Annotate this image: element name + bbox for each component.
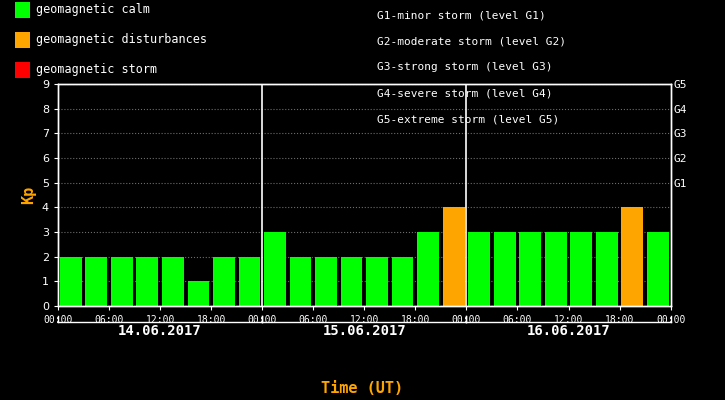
- Text: G4-severe storm (level G4): G4-severe storm (level G4): [377, 88, 552, 98]
- Bar: [596, 232, 618, 306]
- Bar: [162, 257, 183, 306]
- Y-axis label: Kp: Kp: [21, 186, 36, 204]
- Text: geomagnetic storm: geomagnetic storm: [36, 64, 157, 76]
- Bar: [315, 257, 337, 306]
- Bar: [443, 207, 465, 306]
- Bar: [136, 257, 158, 306]
- Bar: [571, 232, 592, 306]
- Text: Time (UT): Time (UT): [321, 381, 404, 396]
- Bar: [188, 281, 210, 306]
- Bar: [647, 232, 668, 306]
- Bar: [418, 232, 439, 306]
- Bar: [213, 257, 235, 306]
- Bar: [239, 257, 260, 306]
- Text: 15.06.2017: 15.06.2017: [323, 324, 406, 338]
- Text: G1-minor storm (level G1): G1-minor storm (level G1): [377, 10, 546, 20]
- Text: 14.06.2017: 14.06.2017: [118, 324, 202, 338]
- Bar: [341, 257, 362, 306]
- Bar: [392, 257, 413, 306]
- Text: 16.06.2017: 16.06.2017: [526, 324, 610, 338]
- Bar: [519, 232, 541, 306]
- Bar: [60, 257, 82, 306]
- Bar: [494, 232, 515, 306]
- Bar: [290, 257, 311, 306]
- Bar: [111, 257, 133, 306]
- Bar: [545, 232, 567, 306]
- Bar: [264, 232, 286, 306]
- Bar: [86, 257, 107, 306]
- Text: geomagnetic calm: geomagnetic calm: [36, 4, 150, 16]
- Text: G5-extreme storm (level G5): G5-extreme storm (level G5): [377, 114, 559, 124]
- Bar: [468, 232, 490, 306]
- Bar: [366, 257, 388, 306]
- Text: G3-strong storm (level G3): G3-strong storm (level G3): [377, 62, 552, 72]
- Text: geomagnetic disturbances: geomagnetic disturbances: [36, 34, 207, 46]
- Text: G2-moderate storm (level G2): G2-moderate storm (level G2): [377, 36, 566, 46]
- Bar: [621, 207, 643, 306]
